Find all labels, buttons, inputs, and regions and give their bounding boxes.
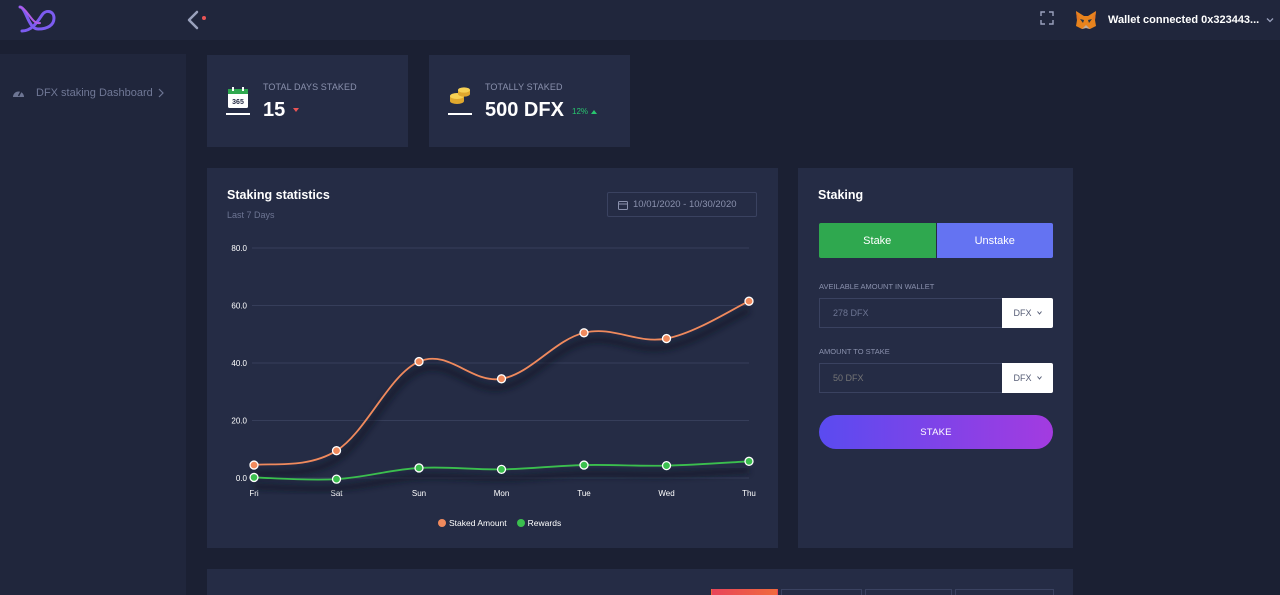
wallet-menu[interactable]: Wallet connected 0x323443... <box>1074 8 1275 32</box>
series-line-shadow <box>253 467 750 492</box>
chevron-left-icon[interactable] <box>185 9 209 31</box>
rewards-point <box>496 464 507 475</box>
unstake-tab-button[interactable]: Unstake <box>935 223 1053 258</box>
sidebar: DFX staking Dashboard <box>0 54 186 595</box>
coins-icon <box>448 87 472 115</box>
x-tick-label: Tue <box>577 489 591 498</box>
bottom-tab[interactable] <box>711 589 778 595</box>
y-tick-label: 0.0 <box>236 474 248 483</box>
stat-value: 15 <box>263 99 286 121</box>
chart-legend: Staked Amount Rewards <box>438 518 571 528</box>
rewards-point <box>661 460 672 471</box>
x-tick-label: Wed <box>658 489 674 498</box>
staked-amount-point <box>744 296 754 306</box>
date-range-label: 10/01/2020 - 10/30/2020 <box>633 199 737 210</box>
bottom-panel <box>207 569 1073 595</box>
stake-toggle: Stake Unstake <box>819 223 1053 258</box>
rewards-point <box>331 474 342 484</box>
x-tick-label: Mon <box>494 489 510 498</box>
chevron-down-icon <box>1036 376 1042 380</box>
wallet-address-label: Wallet connected 0x323443... <box>1108 14 1260 26</box>
stake-tab-button[interactable]: Stake <box>819 223 936 258</box>
unit-label: DFX <box>1013 373 1032 383</box>
y-tick-label: 20.0 <box>231 417 247 426</box>
staked-amount-point <box>249 460 259 470</box>
amount-to-stake-input[interactable] <box>819 363 1002 393</box>
staked-amount-point <box>331 446 342 456</box>
rewards-point <box>744 456 754 466</box>
bottom-tab[interactable] <box>865 589 952 595</box>
stat-label: TOTALLY STAKED <box>485 82 563 92</box>
chart-subtitle: Last 7 Days <box>227 210 275 220</box>
staked-amount-point <box>661 333 672 344</box>
amount-unit-select[interactable]: DFX <box>1002 363 1053 393</box>
caret-up-icon <box>591 109 598 114</box>
series-line-shadow <box>253 307 751 478</box>
metamask-fox-icon <box>1076 11 1096 29</box>
dashboard-gauge-icon <box>13 91 24 97</box>
chart-title: Staking statistics <box>227 188 330 202</box>
stat-change-value: 12% <box>572 107 589 116</box>
calendar-icon <box>618 200 628 210</box>
stat-card-totally-staked: TOTALLY STAKED 500 DFX 12% <box>429 55 630 147</box>
amount-to-stake-label: AMOUNT TO STAKE <box>819 347 890 356</box>
infinity-logo-icon[interactable] <box>16 3 58 35</box>
bottom-tab[interactable] <box>781 589 862 595</box>
stat-value: 500 DFX <box>485 99 564 121</box>
staked-amount-point <box>496 374 507 384</box>
caret-down-icon <box>293 108 299 112</box>
y-tick-label: 60.0 <box>231 302 247 311</box>
sidebar-item-dashboard[interactable]: DFX staking Dashboard <box>12 87 165 99</box>
svg-text:365: 365 <box>232 99 244 106</box>
rewards-point <box>579 460 589 470</box>
available-amount-input[interactable] <box>819 298 1002 328</box>
stat-label: TOTAL DAYS STAKED <box>263 82 357 92</box>
date-range-picker[interactable]: 10/01/2020 - 10/30/2020 <box>607 192 757 217</box>
staking-line-chart: 0.0 20.0 40.0 60.0 80.0 Fri Sat Sun Mon Tue Wed Thu <box>231 244 756 498</box>
y-tick-label: 80.0 <box>231 244 247 253</box>
fullscreen-icon[interactable] <box>1040 11 1054 25</box>
legend-item-staked[interactable]: Staked Amount <box>438 518 507 528</box>
calendar-365-icon: 365 <box>226 87 250 115</box>
unit-label: DFX <box>1013 308 1032 318</box>
legend-label: Staked Amount <box>449 518 507 528</box>
y-tick-label: 40.0 <box>231 359 247 368</box>
x-tick-label: Sun <box>412 489 426 498</box>
legend-label: Rewards <box>527 518 562 528</box>
staking-statistics-card: Staking statistics Last 7 Days 10/01/202… <box>207 168 778 548</box>
chevron-down-icon <box>1036 311 1042 315</box>
chevron-down-icon <box>1266 18 1274 23</box>
top-bar: Wallet connected 0x323443... <box>0 0 1280 40</box>
amount-to-stake-field: DFX <box>819 363 1053 393</box>
legend-swatch <box>438 519 446 527</box>
x-tick-label: Sat <box>330 489 343 498</box>
staking-title: Staking <box>818 188 864 202</box>
rewards-point <box>249 472 259 483</box>
available-amount-field: DFX <box>819 298 1053 328</box>
bottom-tab[interactable] <box>955 589 1054 595</box>
staked-amount-point <box>579 328 589 338</box>
chevron-right-icon <box>158 88 164 98</box>
x-tick-label: Fri <box>249 489 259 498</box>
rewards-point <box>414 463 424 473</box>
staking-card: Staking Stake Unstake AVEILABLE AMOUNT I… <box>798 168 1073 548</box>
stake-submit-button[interactable]: STAKE <box>819 415 1053 449</box>
sidebar-item-label: DFX staking Dashboard <box>36 87 153 99</box>
stat-card-total-days: 365 TOTAL DAYS STAKED 15 <box>207 55 408 147</box>
bottom-tab-bar <box>711 589 1057 595</box>
staked-amount-point <box>414 356 424 367</box>
legend-swatch <box>516 519 525 527</box>
legend-item-rewards[interactable]: Rewards <box>516 518 562 528</box>
available-unit-select[interactable]: DFX <box>1002 298 1053 328</box>
available-amount-label: AVEILABLE AMOUNT IN WALLET <box>819 282 935 291</box>
stat-change-badge: 12% <box>572 107 598 116</box>
x-tick-label: Thu <box>742 489 756 498</box>
